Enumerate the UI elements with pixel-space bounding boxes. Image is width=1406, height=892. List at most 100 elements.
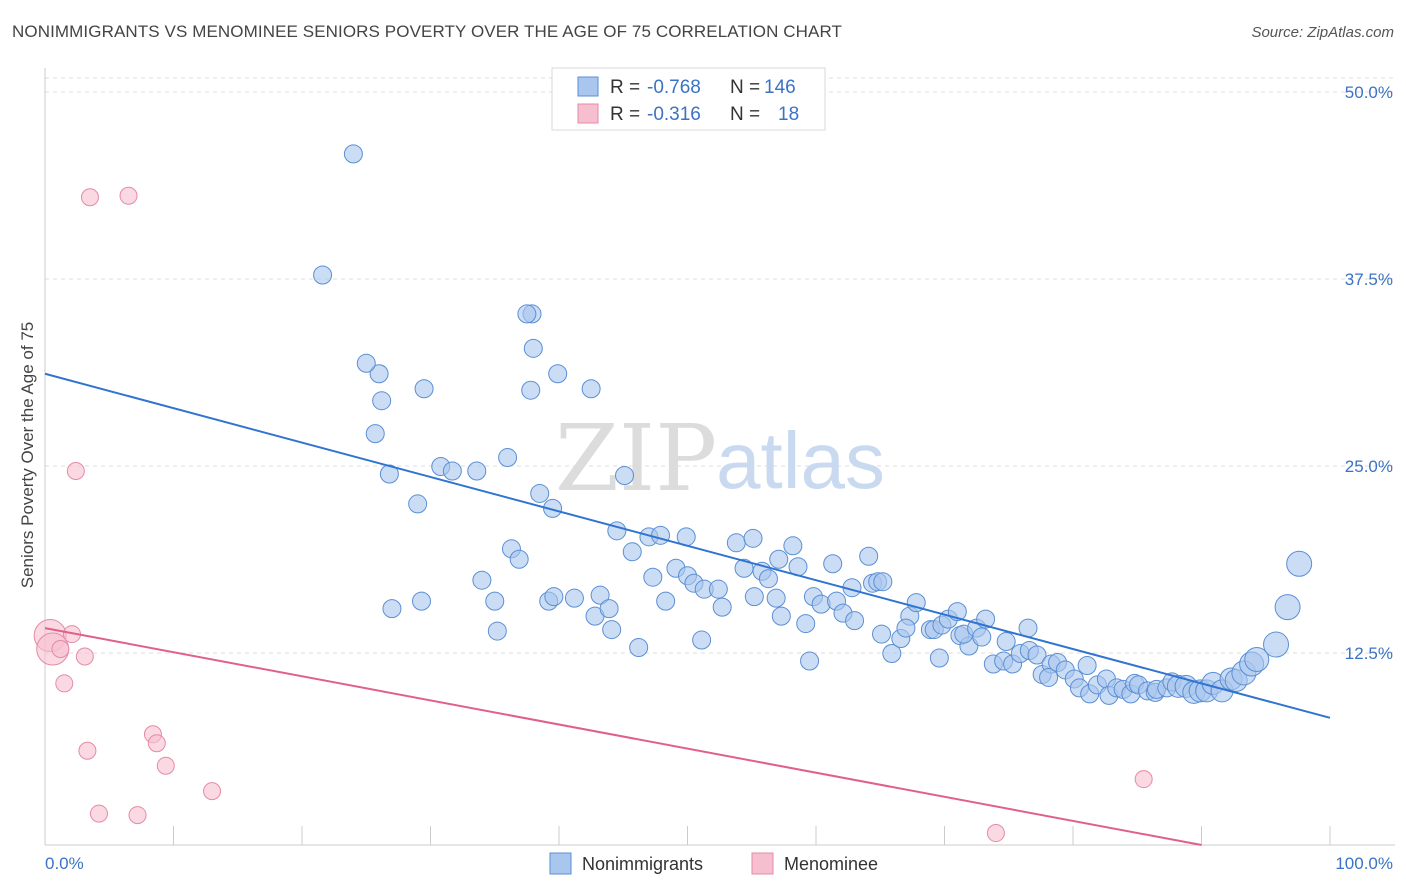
nonimmigrants-point-5 [356,353,376,373]
nonimmigrants-point-0 [343,144,363,164]
nonimmigrants-point-32 [590,585,610,605]
menominee-point-17 [986,824,1005,843]
legend-swatch-menominee [577,103,599,124]
watermark-zip: ZIP [555,405,717,512]
nonimmigrants-point-38 [622,542,642,562]
nonimmigrants-point-3 [517,304,537,324]
nonimmigrants-point-91 [972,627,992,647]
nonimmigrants-point-40 [651,525,671,545]
nonimmigrants-point-31 [564,588,584,608]
watermark-atlas: atlas [716,416,885,505]
nonimmigrants-point-49 [692,630,712,650]
y-tick-label-3: 50.0% [1345,83,1393,102]
nonimmigrants-point-103 [1039,667,1059,687]
nonimmigrants-point-19 [530,483,550,503]
menominee-point-16 [1134,770,1153,789]
legend-r-label-2: R = [610,104,640,125]
menominee-trendline [44,627,1202,846]
nonimmigrants-point-84 [929,648,949,668]
legend-r-value-2: -0.316 [647,104,701,125]
nonimmigrants-point-50 [712,597,732,617]
nonimmigrants-point-55 [744,587,764,607]
watermark: ZIP atlas [555,405,885,512]
menominee-point-13 [203,782,222,801]
nonimmigrants-point-76 [882,644,902,664]
legend-n-label-1: N = [730,77,760,98]
nonimmigrants-point-80 [906,593,926,613]
nonimmigrants-point-79 [896,618,916,638]
nonimmigrants-point-21 [615,465,635,485]
legend-swatch-nonimmigrants [577,76,599,97]
chart-title: NONIMMIGRANTS VS MENOMINEE SENIORS POVER… [12,22,843,41]
y-axis-label: Seniors Poverty Over the Age of 75 [18,322,37,588]
grid-lines [45,77,1395,654]
nonimmigrants-points [313,144,1313,705]
nonimmigrants-point-4 [369,364,389,384]
nonimmigrants-point-53 [743,528,763,548]
nonimmigrants-point-20 [543,498,563,518]
nonimmigrants-point-24 [472,570,492,590]
x-tick-label-0: 0.0% [45,854,84,873]
bottom-legend-nonimmigrants: Nonimmigrants [582,854,703,874]
legend-n-label-2: N = [730,104,760,125]
nonimmigrants-point-109 [1077,655,1097,675]
nonimmigrants-point-25 [485,591,505,611]
nonimmigrants-point-62 [796,614,816,634]
menominee-point-0 [80,188,99,207]
nonimmigrants-point-134 [1244,646,1270,672]
nonimmigrants-point-59 [771,606,791,626]
legend-r-value-1: -0.768 [647,77,701,98]
nonimmigrants-point-27 [412,591,432,611]
bottom-legend-swatch-nonimmigrants [549,852,572,875]
menominee-point-11 [147,734,166,753]
x-tick-label-1: 100.0% [1335,854,1393,873]
nonimmigrants-point-95 [996,632,1016,652]
nonimmigrants-point-136 [1274,594,1301,621]
nonimmigrants-point-34 [599,599,619,619]
nonimmigrants-point-42 [643,567,663,587]
nonimmigrants-trendline [44,372,1331,719]
axes [44,68,1395,846]
nonimmigrants-point-12 [365,424,385,444]
nonimmigrants-point-8 [523,338,543,358]
nonimmigrants-point-43 [656,591,676,611]
nonimmigrants-point-7 [414,379,434,399]
menominee-point-5 [51,640,70,659]
menominee-point-9 [78,741,97,760]
nonimmigrants-point-51 [726,533,746,553]
series-legend: Nonimmigrants Menominee [549,852,878,875]
stats-legend: R = -0.768 N = 146 R = -0.316 N = 18 [551,67,826,131]
nonimmigrants-point-56 [758,569,778,589]
nonimmigrants-point-135 [1263,631,1290,658]
menominee-point-14 [89,804,108,823]
legend-n-value-1: 146 [764,77,796,98]
nonimmigrants-point-71 [859,546,879,566]
nonimmigrants-point-60 [783,536,803,556]
source-label: Source: ZipAtlas.com [1251,24,1394,41]
nonimmigrants-point-58 [766,588,786,608]
nonimmigrants-point-65 [811,594,831,614]
nonimmigrants-point-11 [581,379,601,399]
nonimmigrants-point-63 [800,651,820,671]
menominee-point-12 [156,756,175,775]
nonimmigrants-point-17 [467,461,487,481]
nonimmigrants-point-75 [872,624,892,644]
legend-n-value-2: 18 [778,104,799,125]
menominee-point-1 [119,186,138,205]
nonimmigrants-point-23 [509,549,529,569]
nonimmigrants-point-18 [498,448,518,468]
nonimmigrants-point-1 [313,265,333,285]
nonimmigrants-point-48 [708,579,728,599]
legend-r-label-1: R = [610,77,640,98]
nonimmigrants-point-16 [442,461,462,481]
nonimmigrants-point-74 [873,572,893,592]
nonimmigrants-point-10 [521,380,541,400]
menominee-point-2 [66,462,85,480]
nonimmigrants-point-101 [1027,645,1047,665]
nonimmigrants-point-35 [602,620,622,640]
y-tick-label-2: 37.5% [1345,270,1393,289]
nonimmigrants-point-30 [544,587,564,607]
bottom-legend-menominee: Menominee [784,854,878,874]
trend-lines [44,372,1331,846]
